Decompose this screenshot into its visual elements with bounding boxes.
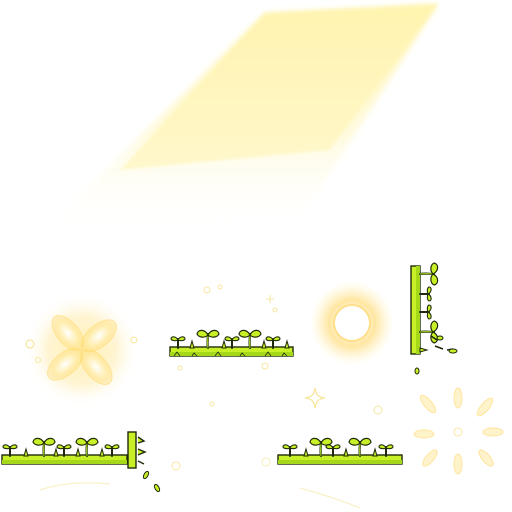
grass-strip-top-sprite [169, 329, 294, 357]
grass-strip-bottom-right-sprite [277, 437, 403, 465]
sparkle-icon [304, 387, 326, 409]
grass-strip-bottom-left-sprite [1, 431, 161, 493]
sparkle-trails [39, 457, 361, 509]
sparkle-cluster-top [177, 284, 278, 371]
sparkle-burst-sprite [413, 387, 504, 475]
glow-flower-sprite [24, 292, 140, 408]
grass-vertical-right-sprite [410, 261, 458, 375]
sun-orb-sprite [310, 281, 394, 365]
light-beam-sprite [40, 4, 438, 235]
